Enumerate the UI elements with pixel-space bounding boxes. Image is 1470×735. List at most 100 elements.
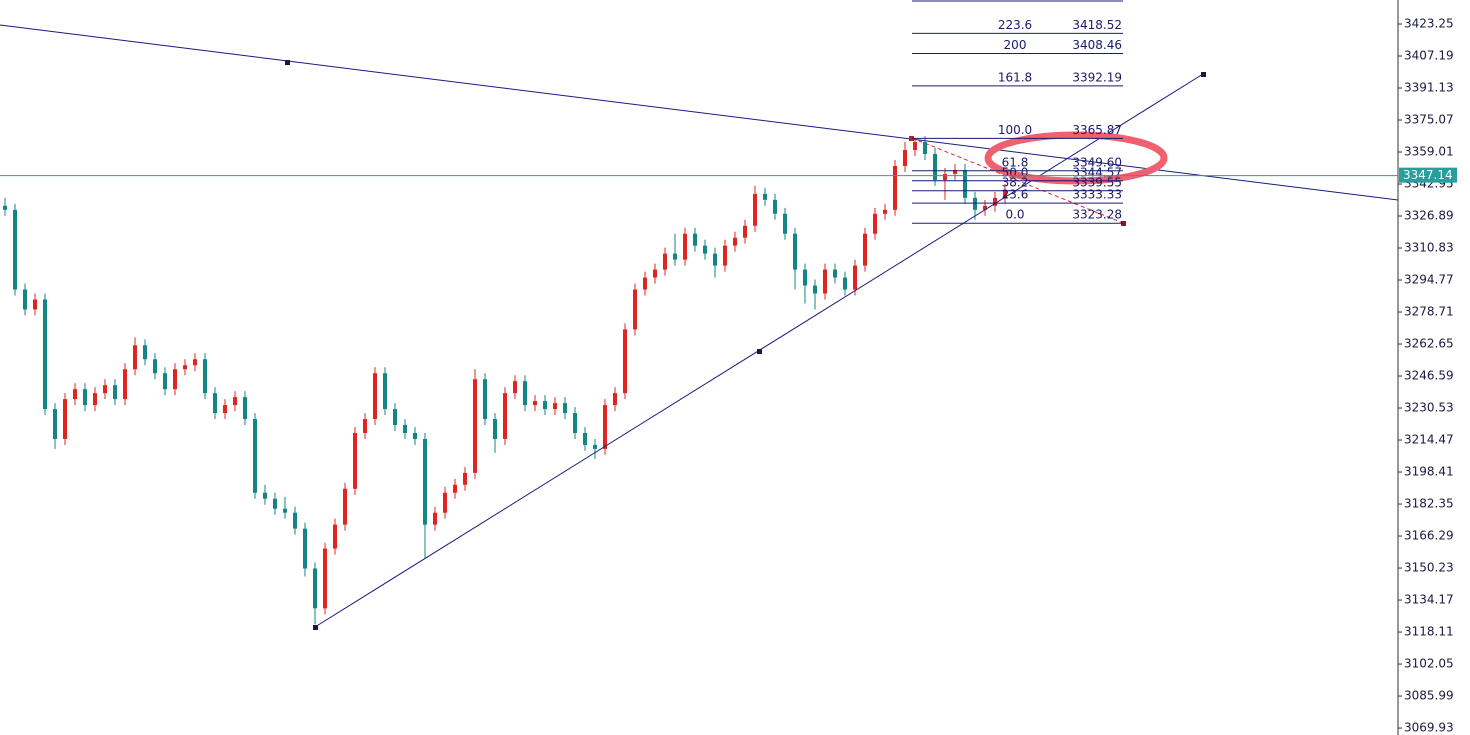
y-tick-label: 3375.07 xyxy=(1404,112,1454,126)
candle-body xyxy=(963,169,967,198)
candle-body xyxy=(273,498,277,509)
candle-body xyxy=(33,299,37,310)
candle-body xyxy=(703,245,707,254)
fib-level: 223.6 xyxy=(998,18,1032,32)
candle-body xyxy=(133,345,137,370)
fib-level: 23.6 xyxy=(1002,188,1029,202)
candle-body xyxy=(813,285,817,294)
fib-price: 3365.87 xyxy=(1072,123,1122,137)
y-tick-label: 3182.35 xyxy=(1404,497,1454,511)
y-tick-label: 3150.23 xyxy=(1404,561,1454,575)
candle-body xyxy=(733,237,737,246)
candle-body xyxy=(453,484,457,493)
candle-body xyxy=(393,409,397,426)
candle-body xyxy=(673,253,677,260)
candle-body xyxy=(223,405,227,414)
y-tick-label: 3326.89 xyxy=(1404,209,1454,223)
y-tick-label: 3262.65 xyxy=(1404,337,1454,351)
candle-body xyxy=(913,142,917,151)
candle-body xyxy=(773,199,777,214)
candle-body xyxy=(803,269,807,286)
fib-level: 200 xyxy=(1004,38,1027,52)
candle-body xyxy=(463,472,467,485)
upper-trendline xyxy=(0,24,1399,201)
candle-body xyxy=(833,269,837,278)
candle-body xyxy=(183,365,187,370)
candle-body xyxy=(23,289,27,310)
y-tick-label: 3278.71 xyxy=(1404,305,1454,319)
candle-body xyxy=(943,173,947,180)
trendline-handle xyxy=(757,349,762,354)
candle-body xyxy=(93,393,97,406)
candle-body xyxy=(433,512,437,525)
candle-body xyxy=(193,359,197,366)
candle-body xyxy=(203,359,207,394)
candle-body xyxy=(983,205,987,210)
y-tick-label: 3118.11 xyxy=(1404,625,1454,639)
candle-body xyxy=(83,389,87,406)
candle-body xyxy=(383,373,387,410)
candle-body xyxy=(793,233,797,270)
fib-price: 3392.19 xyxy=(1072,70,1122,84)
candle-body xyxy=(413,432,417,439)
candle-body xyxy=(563,403,567,414)
candle-body xyxy=(683,233,687,260)
y-tick-label: 3085.99 xyxy=(1404,689,1454,703)
candle-body xyxy=(493,419,497,439)
y-tick-label: 3069.93 xyxy=(1404,721,1454,735)
candle-body xyxy=(1003,189,1007,198)
candle-body xyxy=(643,277,647,290)
candle-body xyxy=(263,492,267,499)
candle-body xyxy=(593,444,597,449)
fib-handle xyxy=(1121,221,1126,226)
y-tick-label: 3407.19 xyxy=(1404,48,1454,62)
candle-body xyxy=(763,193,767,200)
fib-level: 61.8 xyxy=(1002,155,1029,169)
candle-body xyxy=(283,508,287,513)
candle-body xyxy=(663,253,667,270)
candle-body xyxy=(483,379,487,420)
y-tick-label: 3294.77 xyxy=(1404,273,1454,287)
fib-price: 3333.33 xyxy=(1072,188,1122,202)
candle-body xyxy=(403,425,407,433)
candle-body xyxy=(863,233,867,266)
candle-body xyxy=(533,401,537,406)
candle-body xyxy=(323,548,327,609)
candle-body xyxy=(853,265,857,290)
candle-body xyxy=(143,345,147,360)
candle-body xyxy=(503,393,507,439)
candle-body xyxy=(613,393,617,406)
candle-body xyxy=(823,269,827,294)
fib-level: 161.8 xyxy=(998,70,1032,84)
y-tick-label: 3198.41 xyxy=(1404,465,1454,479)
candle-body xyxy=(123,369,127,400)
candle-body xyxy=(43,299,47,410)
candle-body xyxy=(753,193,757,226)
candle-body xyxy=(713,253,717,266)
y-tick-label: 3134.17 xyxy=(1404,593,1454,607)
trendline-handle xyxy=(285,60,290,65)
candle-body xyxy=(13,209,17,290)
candle-body xyxy=(973,197,977,210)
candle-body xyxy=(583,432,587,445)
candle-body xyxy=(993,197,997,206)
candle-body xyxy=(113,385,117,400)
candle-body xyxy=(73,389,77,400)
candle-body xyxy=(953,169,957,174)
candle-body xyxy=(633,289,637,330)
candle-body xyxy=(933,154,937,180)
trendline-handle xyxy=(313,625,318,630)
candle-body xyxy=(243,397,247,420)
candle-body xyxy=(873,213,877,234)
candle-body xyxy=(893,165,897,210)
candle-body xyxy=(743,225,747,238)
candle-body xyxy=(103,385,107,394)
plot-area xyxy=(3,136,1007,625)
candle-body xyxy=(573,413,577,433)
candle-body xyxy=(843,277,847,290)
candle-body xyxy=(53,409,57,439)
y-tick-label: 3246.59 xyxy=(1404,369,1454,383)
y-tick-label: 3391.13 xyxy=(1404,80,1454,94)
candle-body xyxy=(63,399,67,439)
